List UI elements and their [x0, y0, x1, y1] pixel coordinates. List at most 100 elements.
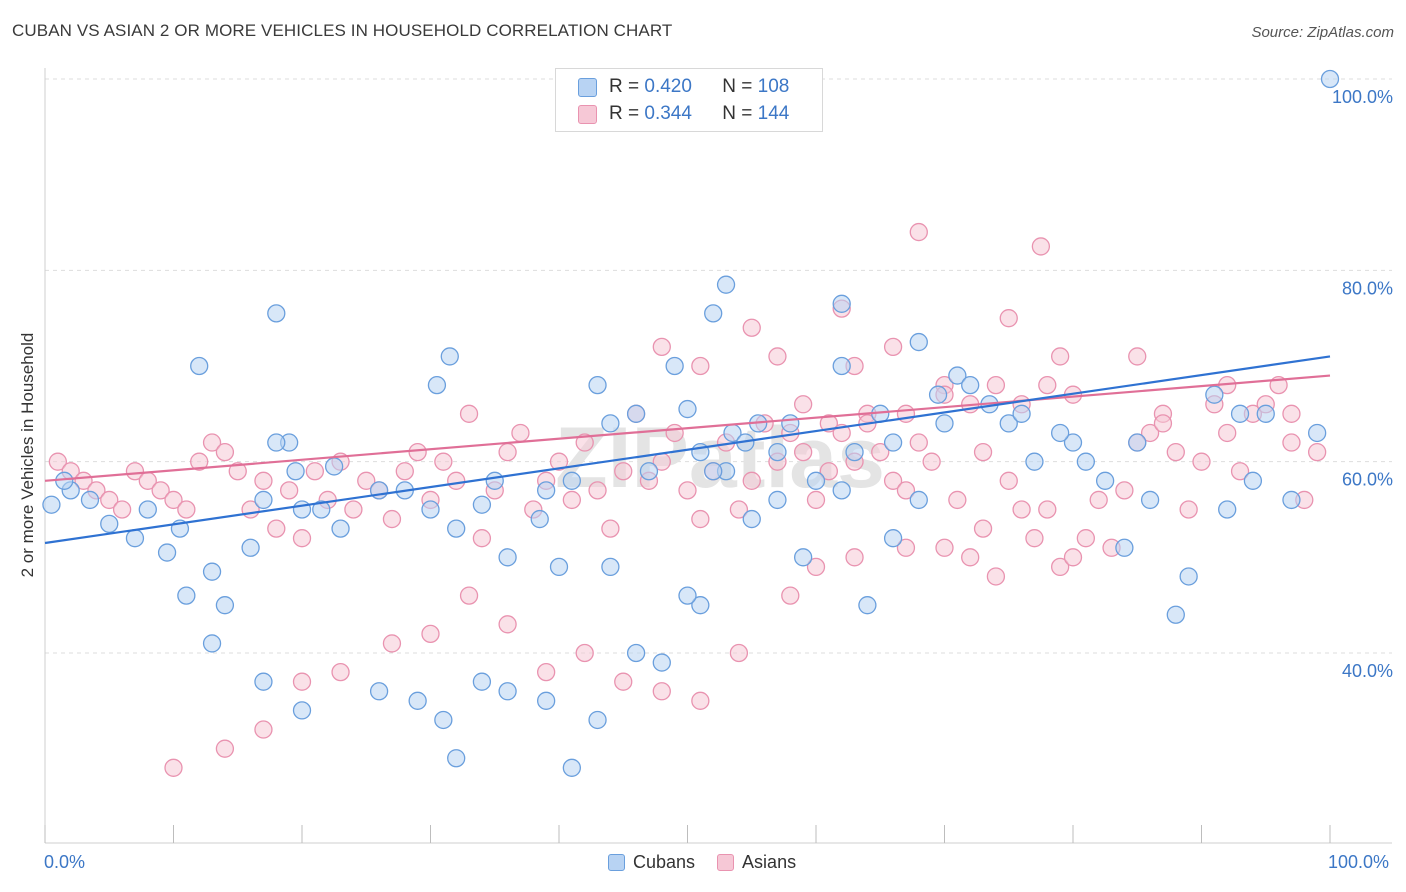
- n-value: 144: [757, 103, 790, 124]
- stats-row-asians: R = 0.344 N = 144: [578, 103, 789, 125]
- cuban-point: [909, 332, 928, 352]
- cuban-point: [202, 634, 222, 653]
- cuban-point: [408, 691, 427, 710]
- cuban-point: [691, 596, 710, 615]
- cubans-swatch: [608, 854, 625, 871]
- cuban-point: [1230, 404, 1250, 423]
- asian-point: [254, 720, 273, 739]
- asian-point: [665, 423, 684, 443]
- cuban-point: [537, 481, 556, 500]
- asian-point: [845, 548, 864, 567]
- asian-point: [588, 481, 607, 500]
- asian-point: [305, 462, 325, 481]
- asian-point: [511, 423, 530, 443]
- cuban-point: [292, 500, 312, 519]
- bottom-legend: Cubans Asians: [608, 852, 796, 873]
- cuban-point: [562, 758, 581, 777]
- asian-point: [1025, 529, 1044, 548]
- cuban-point: [716, 275, 736, 294]
- legend-label-cubans: Cubans: [633, 852, 696, 872]
- asian-point: [948, 490, 967, 510]
- r-label: R =: [609, 76, 640, 97]
- cuban-point: [530, 509, 549, 529]
- asian-point: [382, 634, 402, 653]
- asian-point: [1038, 375, 1057, 395]
- cuban-point: [928, 385, 948, 404]
- asian-point: [922, 452, 941, 471]
- trendlines: [44, 355, 1331, 545]
- cuban-point: [1179, 567, 1198, 586]
- asian-point: [986, 567, 1006, 586]
- cuban-point: [1063, 433, 1083, 452]
- cuban-point: [1140, 490, 1160, 510]
- asian-point: [447, 471, 466, 490]
- asian-point: [1089, 490, 1108, 510]
- asian-point: [1230, 462, 1250, 481]
- cubans-swatch: [578, 77, 597, 97]
- cuban-point: [447, 749, 466, 768]
- asian-point: [1308, 442, 1327, 462]
- asian-point: [498, 442, 517, 462]
- asian-point: [973, 519, 993, 538]
- asian-point: [781, 586, 800, 605]
- asian-point: [421, 624, 440, 644]
- legend-label-asians: Asians: [742, 852, 797, 872]
- cuban-point: [935, 414, 954, 433]
- cuban-point: [1205, 385, 1224, 404]
- cuban-point: [421, 500, 440, 519]
- asian-point: [279, 481, 299, 500]
- asians-swatch: [717, 854, 735, 871]
- y-tick-label: 60.0%: [1342, 470, 1393, 490]
- cuban-point: [125, 529, 145, 548]
- cuban-point: [472, 672, 492, 691]
- n-label: N =: [722, 76, 753, 97]
- cuban-point: [626, 643, 646, 663]
- asian-point: [1179, 500, 1198, 519]
- asian-point: [112, 500, 132, 519]
- cuban-point: [80, 490, 100, 510]
- asian-point: [434, 452, 453, 471]
- cuban-point: [472, 495, 492, 514]
- legend-item-asians[interactable]: Asians: [717, 852, 796, 873]
- asian-point: [125, 462, 145, 481]
- asian-point: [228, 462, 247, 481]
- asian-point: [742, 471, 761, 490]
- asian-point: [254, 471, 273, 490]
- legend-item-cubans[interactable]: Cubans: [608, 852, 695, 873]
- n-value: 108: [757, 76, 790, 97]
- asians-trendline: [44, 374, 1331, 482]
- asian-point: [742, 318, 761, 337]
- asian-point: [498, 615, 517, 634]
- cuban-point: [883, 433, 903, 452]
- asian-point: [1282, 404, 1301, 423]
- cuban-point: [909, 490, 928, 510]
- gridlines: [45, 78, 1392, 654]
- asian-point: [614, 672, 633, 691]
- asian-point: [549, 452, 569, 471]
- cuban-point: [1051, 423, 1070, 443]
- asian-point: [601, 519, 620, 538]
- asian-point: [344, 500, 363, 519]
- cubans-trendline: [44, 355, 1331, 545]
- cuban-point: [498, 548, 517, 567]
- asian-point: [819, 462, 838, 481]
- cuban-point: [781, 414, 800, 433]
- cuban-point: [157, 543, 177, 562]
- cuban-point: [601, 557, 620, 577]
- x-min-label: 0.0%: [44, 852, 86, 872]
- asian-point: [190, 452, 209, 471]
- source-credit: Source: ZipAtlas.com: [1251, 24, 1394, 41]
- cuban-point: [549, 557, 569, 577]
- cuban-point: [601, 414, 620, 433]
- asian-point: [357, 471, 376, 490]
- cuban-point: [742, 509, 761, 529]
- cuban-point: [1128, 433, 1147, 452]
- asian-point: [883, 337, 903, 357]
- cuban-point: [665, 356, 684, 376]
- asians-swatch: [578, 104, 597, 124]
- asian-point: [100, 490, 119, 510]
- asian-point: [267, 519, 286, 538]
- cuban-point: [1076, 452, 1095, 471]
- cuban-point: [215, 596, 235, 615]
